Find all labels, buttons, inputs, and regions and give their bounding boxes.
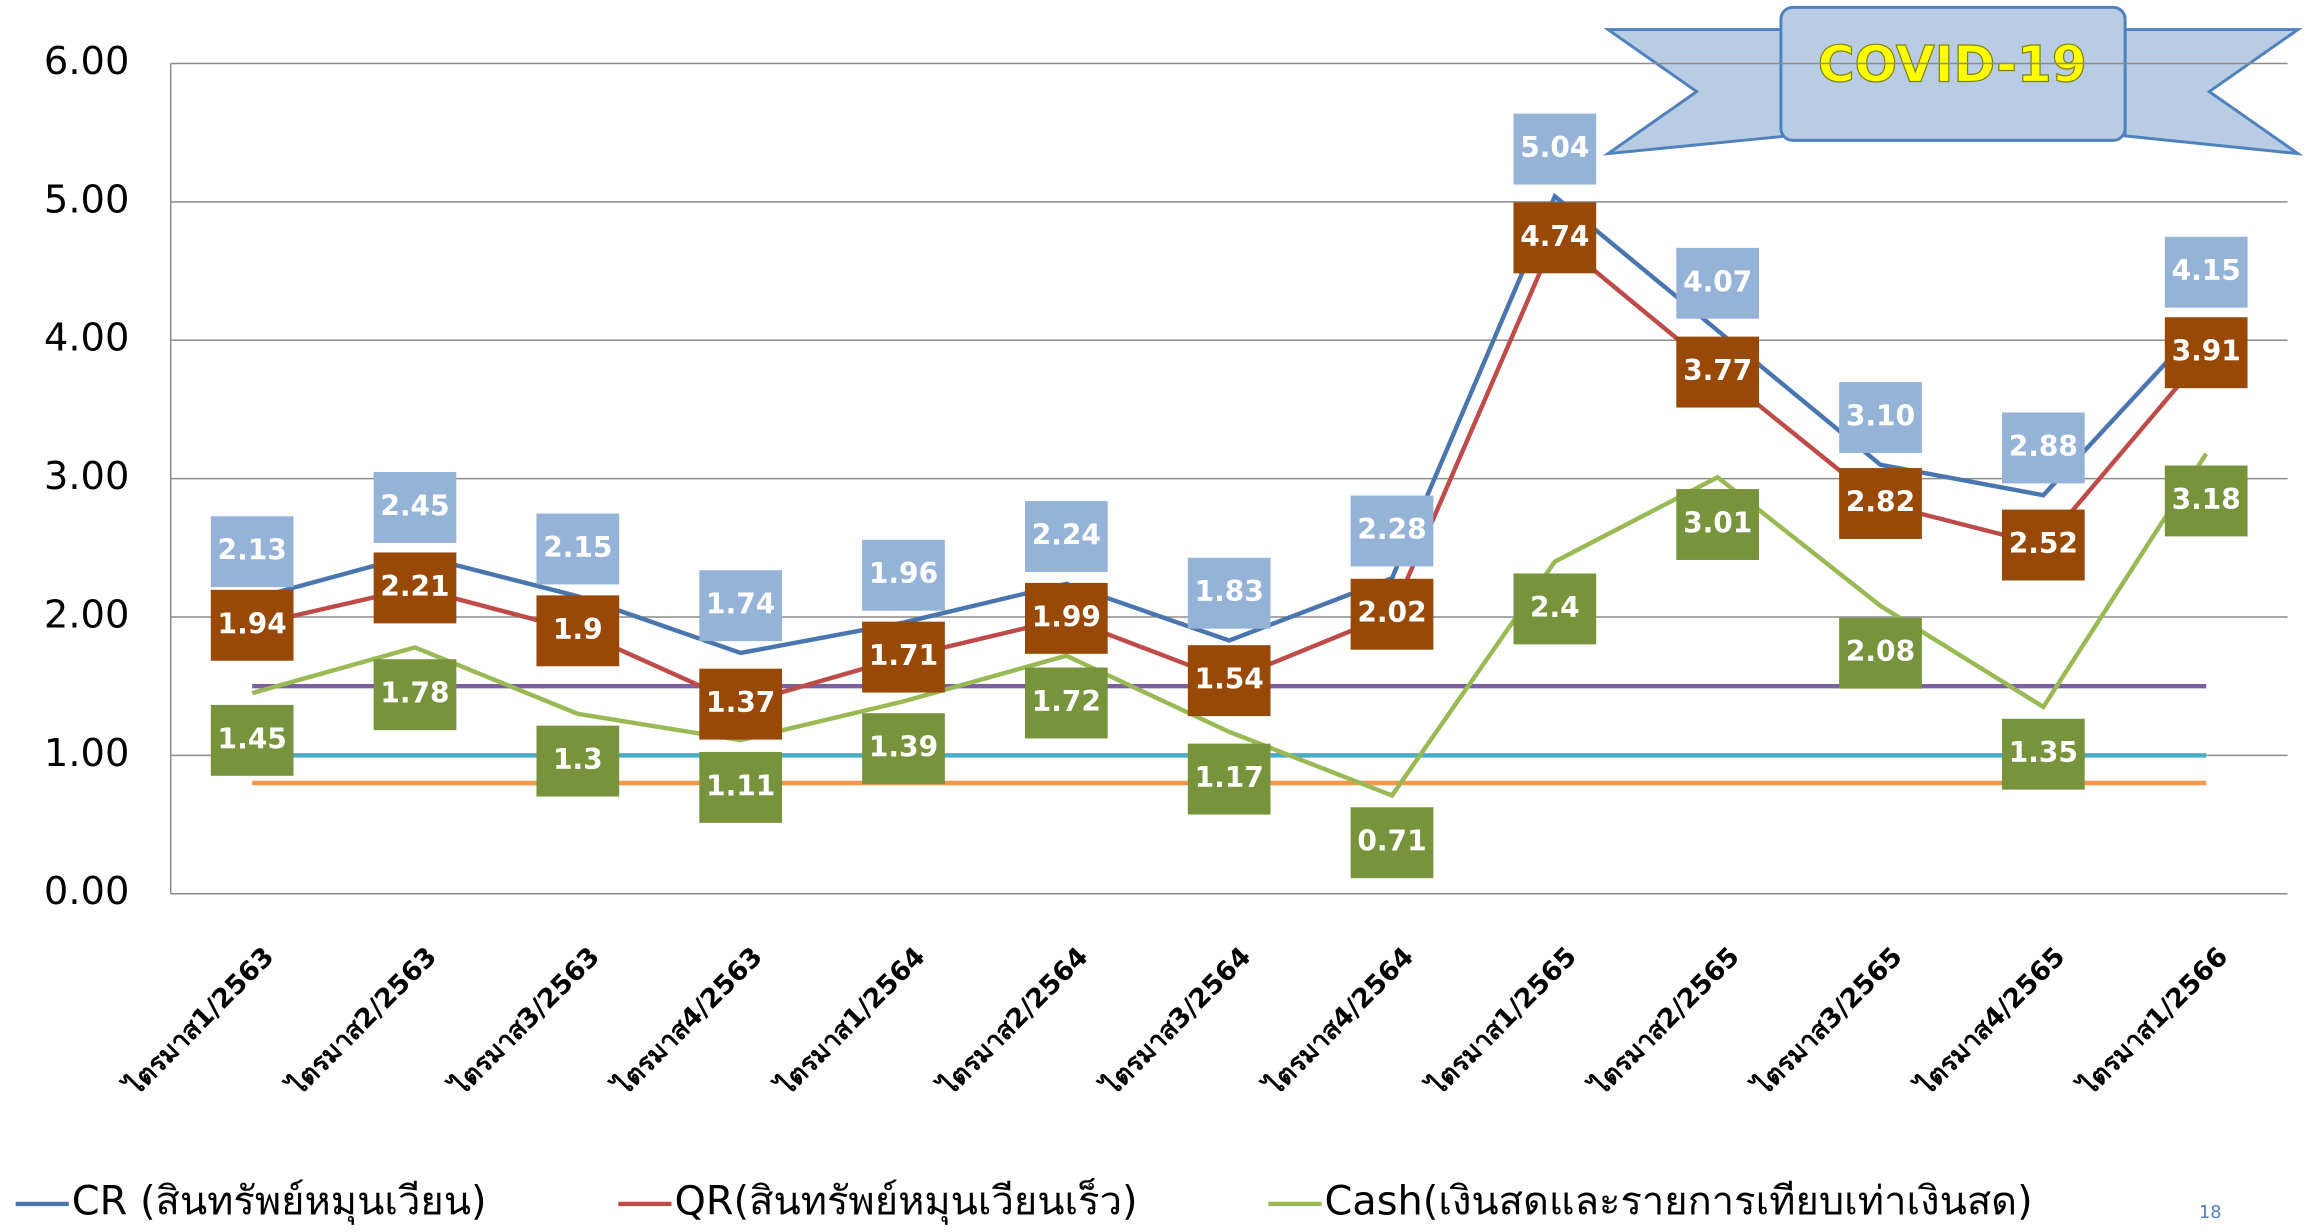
- value-label: 2.13: [218, 534, 287, 567]
- value-label: 5.04: [1520, 131, 1589, 164]
- ribbon-right: [2125, 30, 2298, 154]
- value-label: 4.74: [1520, 220, 1589, 253]
- value-label: 2.15: [543, 531, 612, 564]
- banner: COVID-19: [1608, 7, 2298, 153]
- value-label: 1.45: [218, 722, 287, 755]
- value-label: 1.37: [706, 686, 775, 719]
- x-tick-label: ไตรมาส2/2563: [280, 940, 443, 1103]
- value-label: 1.9: [553, 613, 603, 646]
- value-label: 2.52: [2009, 527, 2078, 560]
- value-label: 2.82: [1846, 486, 1915, 519]
- x-tick-label: ไตรมาส3/2563: [443, 940, 606, 1103]
- value-label: 1.94: [218, 607, 287, 640]
- value-label: 1.11: [706, 769, 775, 802]
- x-tick-label: ไตรมาส1/2564: [768, 940, 931, 1103]
- value-label: 2.21: [380, 570, 449, 603]
- x-tick-label: ไตรมาส2/2564: [931, 940, 1094, 1103]
- value-label: 2.4: [1530, 591, 1580, 624]
- value-label: 1.96: [869, 557, 938, 590]
- y-tick-label: 6.00: [44, 39, 129, 84]
- value-label: 1.78: [380, 677, 449, 710]
- value-label: 1.54: [1195, 663, 1264, 696]
- value-label: 2.45: [380, 489, 449, 522]
- value-label: 3.10: [1846, 400, 1915, 433]
- value-label: 1.71: [869, 639, 938, 672]
- value-label: 4.07: [1683, 265, 1752, 298]
- value-label: 2.08: [1846, 635, 1915, 668]
- value-label: 3.91: [2172, 335, 2241, 368]
- legend-label: CR (สินทรัพย์หมุนเวียน): [72, 1178, 487, 1225]
- value-label: 3.77: [1683, 354, 1752, 387]
- value-label: 1.74: [706, 588, 775, 621]
- value-label: 2.24: [1032, 519, 1101, 552]
- value-label: 2.88: [2009, 430, 2078, 463]
- y-tick-label: 0.00: [44, 869, 129, 914]
- value-label: 1.17: [1195, 761, 1264, 794]
- y-tick-label: 4.00: [44, 316, 129, 361]
- y-tick-label: 3.00: [44, 454, 129, 499]
- x-tick-label: ไตรมาส3/2564: [1094, 940, 1257, 1103]
- value-label: 1.35: [2009, 736, 2078, 769]
- x-tick-label: ไตรมาส1/2566: [2071, 940, 2234, 1103]
- chart: COVID-19 18 0.00 1.00 2.00 3.00 4.00 5.00 6.00…: [0, 0, 2318, 1232]
- page: COVID-19 18 0.00 1.00 2.00 3.00 4.00 5.00 6.00…: [0, 0, 2318, 1232]
- page-number: 18: [2199, 1203, 2222, 1223]
- value-label: 3.18: [2172, 483, 2241, 516]
- y-tick-label: 2.00: [44, 592, 129, 637]
- value-label: 0.71: [1357, 825, 1426, 858]
- y-tick-label: 1.00: [44, 731, 129, 776]
- value-label: 1.83: [1195, 575, 1264, 608]
- x-tick-label: ไตรมาส4/2564: [1257, 940, 1420, 1103]
- value-label: 1.39: [869, 731, 938, 764]
- x-tick-label: ไตรมาส2/2565: [1582, 940, 1745, 1103]
- ribbon-left: [1608, 30, 1788, 154]
- y-tick-label: 5.00: [44, 177, 129, 222]
- value-label: 4.15: [2172, 254, 2241, 287]
- legend-label: Cash(เงินสดและรายการเทียบเท่าเงินสด): [1324, 1178, 2032, 1224]
- legend-label: QR(สินทรัพย์หมุนเวียนเร็ว): [674, 1176, 1137, 1225]
- value-label: 1.3: [553, 743, 603, 776]
- x-tick-label: ไตรมาส1/2563: [117, 940, 280, 1103]
- value-label: 3.01: [1683, 507, 1752, 540]
- x-tick-label: ไตรมาส3/2565: [1745, 940, 1908, 1103]
- x-tick-label: ไตรมาส1/2565: [1420, 940, 1583, 1103]
- value-label: 2.02: [1357, 596, 1426, 629]
- x-tick-label: ไตรมาส4/2563: [605, 940, 768, 1103]
- value-label: 2.28: [1357, 513, 1426, 546]
- value-label: 1.72: [1032, 685, 1101, 718]
- x-tick-label: ไตรมาส4/2565: [1908, 940, 2071, 1103]
- value-label: 1.99: [1032, 600, 1101, 633]
